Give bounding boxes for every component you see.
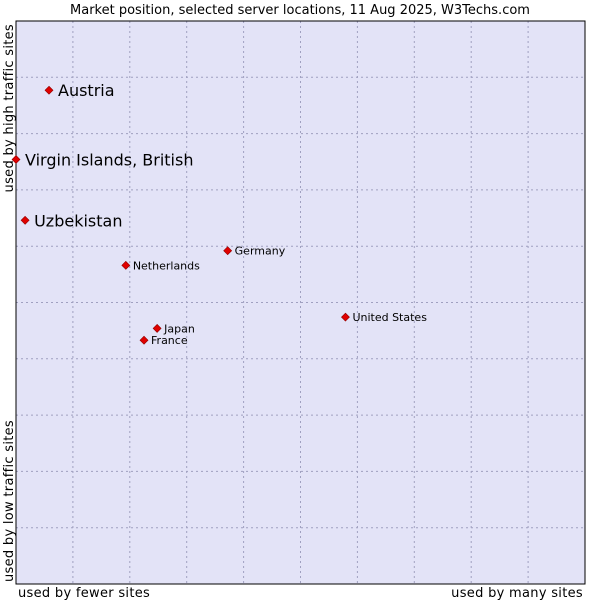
data-point-label: United States: [352, 311, 427, 324]
data-point-label: Virgin Islands, British: [25, 150, 193, 169]
data-point-label: Austria: [58, 81, 115, 100]
chart-title: Market position, selected server locatio…: [70, 3, 530, 18]
data-point-marker: [341, 312, 350, 322]
data-point-marker: [152, 323, 162, 333]
data-point-marker: [139, 335, 149, 345]
data-point-label: France: [151, 334, 188, 347]
y-axis-label-top: used by high traffic sites: [2, 24, 17, 192]
data-point-label: Germany: [235, 245, 286, 258]
grid-lines: [16, 21, 585, 584]
data-point-marker: [44, 85, 54, 95]
data-point-marker: [223, 246, 233, 256]
x-axis-label-right: used by many sites: [451, 586, 583, 600]
plot-border: [15, 20, 586, 585]
data-points: Austria Virgin Islands, British Uzbekistan…: [11, 81, 427, 347]
data-point-label: Japan: [163, 322, 195, 335]
x-axis-label-left: used by fewer sites: [18, 586, 150, 600]
y-axis-label-bottom: used by low traffic sites: [2, 420, 17, 582]
data-point-label: Uzbekistan: [34, 211, 122, 230]
data-point-marker: [20, 215, 30, 225]
data-point-marker: [121, 260, 131, 270]
data-point-marker: [11, 155, 21, 164]
data-point-label: Netherlands: [133, 259, 200, 272]
